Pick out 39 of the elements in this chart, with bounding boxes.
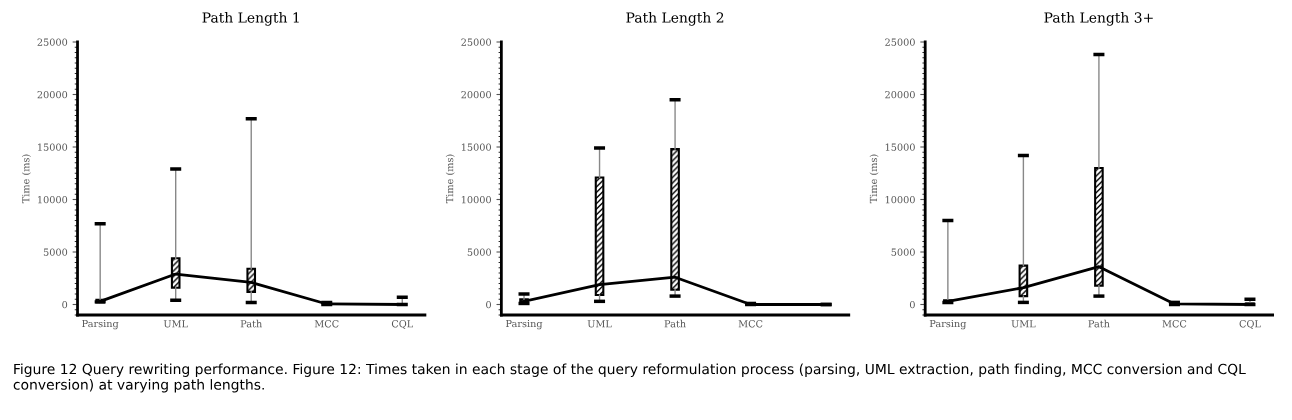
caption: Figure 12 Query rewriting performance. Figure 12: Times taken in each stage of the query reformulation process (parsing, UML extraction, path finding, MCC conversion and CQL conversion) at varying path lengths. bbox=[13, 363, 1246, 393]
y-axis-title: Time (ms) bbox=[21, 154, 31, 204]
y-axis-title: Time (ms) bbox=[445, 154, 455, 204]
y-tick-label: 15000 bbox=[38, 143, 68, 151]
y-tick-label: 15000 bbox=[461, 143, 491, 151]
y-tick-label: 10000 bbox=[885, 195, 915, 204]
y-tick-label: 15000 bbox=[885, 143, 915, 151]
x-tick-label: Path bbox=[240, 319, 262, 328]
y-tick-label: 20000 bbox=[461, 90, 491, 99]
x-tick-label: Parsing bbox=[929, 319, 967, 330]
x-tick-label: CQL bbox=[391, 320, 413, 329]
y-tick-label: 20000 bbox=[885, 90, 915, 99]
x-tick-label: MCC bbox=[738, 320, 763, 328]
x-tick-label: CQL bbox=[1239, 320, 1261, 329]
y-tick-label: 5000 bbox=[891, 248, 915, 256]
y-tick-label: 5000 bbox=[43, 248, 68, 256]
y-tick-label: 25000 bbox=[885, 38, 915, 46]
chart-title: Path Length 3+ bbox=[1044, 12, 1153, 26]
y-tick-label: 10000 bbox=[461, 195, 491, 204]
y-tick-label: 0 bbox=[62, 300, 68, 309]
y-tick-label: 10000 bbox=[38, 195, 68, 204]
y-tick-label: 25000 bbox=[37, 38, 68, 46]
y-axis-title: Time (ms) bbox=[869, 154, 879, 204]
y-tick-label: 0 bbox=[486, 300, 491, 309]
chart-title: Path Length 2 bbox=[626, 12, 724, 26]
y-tick-label: 25000 bbox=[461, 38, 491, 46]
x-tick-label: UML bbox=[1011, 320, 1036, 328]
y-tick-label: 0 bbox=[909, 300, 915, 309]
y-tick-label: 20000 bbox=[37, 90, 68, 99]
y-tick-label: 5000 bbox=[467, 248, 491, 256]
x-tick-label: UML bbox=[163, 320, 188, 328]
chart-title: Path Length 1 bbox=[202, 12, 299, 26]
x-tick-label: Path bbox=[1088, 319, 1110, 328]
x-tick-label: UML bbox=[587, 320, 612, 328]
x-tick-label: MCC bbox=[314, 320, 339, 328]
x-tick-label: Parsing bbox=[82, 319, 119, 330]
x-tick-label: MCC bbox=[1162, 320, 1187, 328]
x-tick-label: Path bbox=[664, 319, 686, 328]
x-tick-label: Parsing bbox=[505, 319, 543, 330]
